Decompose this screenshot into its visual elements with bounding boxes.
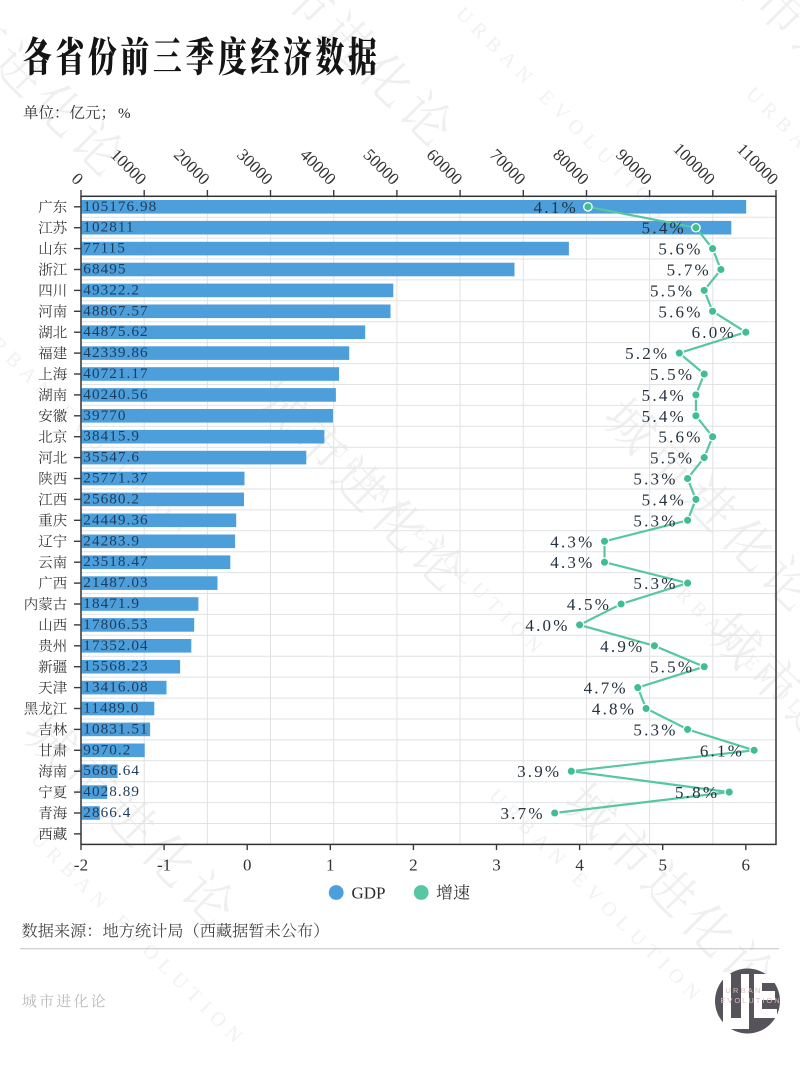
- svg-text:5.3%: 5.3%: [633, 470, 677, 489]
- svg-text:4.8%: 4.8%: [592, 700, 636, 719]
- svg-text:5: 5: [658, 855, 667, 874]
- svg-text:105176.98: 105176.98: [83, 198, 157, 215]
- svg-text:9970.2: 9970.2: [83, 741, 131, 758]
- svg-text:-1: -1: [157, 855, 171, 874]
- svg-text:6.1%: 6.1%: [700, 741, 744, 760]
- svg-text:23518.47: 23518.47: [83, 553, 148, 570]
- svg-text:1: 1: [326, 855, 335, 874]
- svg-text:5.3%: 5.3%: [633, 574, 677, 593]
- svg-text:%: %: [118, 106, 131, 122]
- svg-text:5.4%: 5.4%: [642, 490, 686, 509]
- svg-text:4.0%: 4.0%: [525, 616, 569, 635]
- svg-text:3: 3: [492, 855, 501, 874]
- svg-text:10831.51: 10831.51: [83, 720, 148, 737]
- svg-text:4.7%: 4.7%: [584, 679, 628, 698]
- svg-text:-2: -2: [74, 855, 88, 874]
- svg-text:5.5%: 5.5%: [650, 281, 694, 300]
- svg-text:4.3%: 4.3%: [550, 553, 594, 572]
- svg-text:18471.9: 18471.9: [83, 595, 140, 612]
- svg-text:102811: 102811: [83, 219, 134, 236]
- svg-text:3.9%: 3.9%: [517, 762, 561, 781]
- svg-text:68495: 68495: [83, 261, 126, 278]
- svg-text:49322.2: 49322.2: [83, 281, 140, 298]
- svg-text:4.1%: 4.1%: [534, 198, 578, 217]
- svg-text:42339.86: 42339.86: [83, 344, 148, 361]
- svg-text:5.5%: 5.5%: [650, 658, 694, 677]
- svg-text:25771.37: 25771.37: [83, 470, 148, 487]
- svg-text:URBAN: URBAN: [725, 986, 762, 995]
- svg-text:13416.08: 13416.08: [83, 679, 148, 696]
- svg-text:5.4%: 5.4%: [642, 219, 686, 238]
- svg-text:6: 6: [742, 855, 751, 874]
- svg-text:5.3%: 5.3%: [633, 720, 677, 739]
- svg-text:38415.9: 38415.9: [83, 428, 140, 445]
- svg-text:5686.64: 5686.64: [83, 762, 140, 779]
- svg-text:35547.6: 35547.6: [83, 449, 140, 466]
- svg-text:5.6%: 5.6%: [658, 428, 702, 447]
- svg-text:17806.53: 17806.53: [83, 616, 148, 633]
- svg-text:GDP: GDP: [352, 884, 386, 903]
- svg-text:11489.0: 11489.0: [83, 700, 139, 717]
- svg-text:24283.9: 24283.9: [83, 532, 140, 549]
- svg-text:25680.2: 25680.2: [83, 490, 140, 507]
- svg-text:5.8%: 5.8%: [675, 783, 719, 802]
- svg-text:48867.57: 48867.57: [83, 302, 148, 319]
- svg-text:40721.17: 40721.17: [83, 365, 148, 382]
- svg-text:5.5%: 5.5%: [650, 449, 694, 468]
- svg-text:4028.89: 4028.89: [83, 783, 140, 800]
- svg-text:5.3%: 5.3%: [633, 511, 677, 530]
- svg-text:3.7%: 3.7%: [500, 804, 544, 823]
- svg-text:24449.36: 24449.36: [83, 511, 148, 528]
- svg-text:2: 2: [409, 855, 418, 874]
- svg-text:5.7%: 5.7%: [667, 261, 711, 280]
- svg-text:6.0%: 6.0%: [692, 323, 736, 342]
- svg-text:77115: 77115: [83, 240, 126, 257]
- svg-text:0: 0: [243, 855, 252, 874]
- svg-text:5.4%: 5.4%: [642, 407, 686, 426]
- svg-text:5.4%: 5.4%: [642, 386, 686, 405]
- svg-text:5.2%: 5.2%: [625, 344, 669, 363]
- svg-text:15568.23: 15568.23: [83, 658, 148, 675]
- svg-text:40240.56: 40240.56: [83, 386, 148, 403]
- svg-text:2866.4: 2866.4: [83, 804, 131, 821]
- svg-text:39770: 39770: [83, 407, 126, 424]
- svg-text:44875.62: 44875.62: [83, 323, 148, 340]
- svg-text:5.6%: 5.6%: [658, 240, 702, 259]
- svg-text:4.3%: 4.3%: [550, 532, 594, 551]
- svg-text:5.5%: 5.5%: [650, 365, 694, 384]
- svg-text:5.6%: 5.6%: [658, 302, 702, 321]
- svg-text:4: 4: [575, 855, 584, 874]
- svg-text:EVOLUTION: EVOLUTION: [720, 996, 781, 1005]
- svg-text:21487.03: 21487.03: [83, 574, 148, 591]
- svg-text:4.9%: 4.9%: [600, 637, 644, 656]
- svg-text:4.5%: 4.5%: [567, 595, 611, 614]
- svg-text:17352.04: 17352.04: [83, 637, 148, 654]
